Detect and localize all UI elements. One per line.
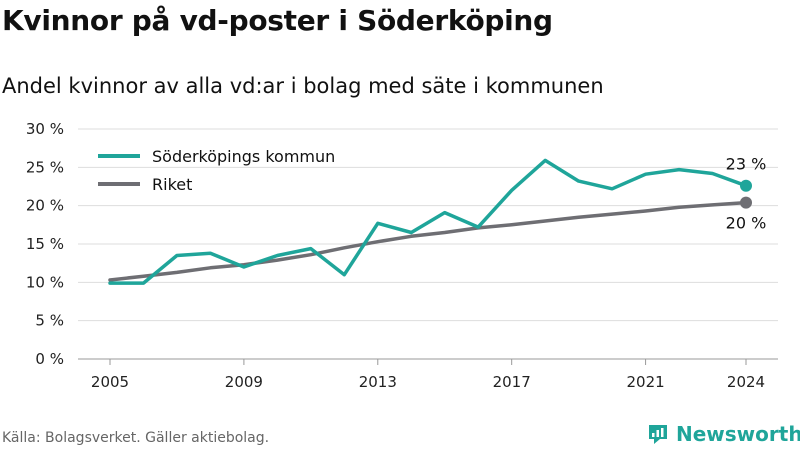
- brand-name: Newsworthy: [676, 422, 800, 446]
- y-tick-label: 20 %: [26, 197, 64, 215]
- y-tick-label: 0 %: [35, 350, 64, 368]
- x-tick-label: 2009: [225, 373, 263, 391]
- x-tick-label: 2017: [493, 373, 531, 391]
- y-tick-label: 10 %: [26, 273, 64, 291]
- x-tick-label: 2013: [359, 373, 397, 391]
- chart-subtitle: Andel kvinnor av alla vd:ar i bolag med …: [2, 74, 604, 98]
- series-line-0: [108, 158, 748, 285]
- x-tick-label: 2021: [626, 373, 664, 391]
- end-label-soderkoping: 23 %: [726, 155, 767, 174]
- x-tick-label: 2024: [727, 373, 765, 391]
- end-point-0: [740, 179, 752, 192]
- y-tick-label: 15 %: [26, 235, 64, 253]
- y-tick-label: 5 %: [35, 312, 64, 330]
- brand-logo: Newsworthy: [646, 421, 800, 447]
- chart-title: Kvinnor på vd-poster i Söderköping: [2, 4, 553, 37]
- x-tick-label: 2005: [91, 373, 129, 391]
- legend-label-1: Riket: [152, 175, 192, 194]
- newsworthy-logo-icon: [649, 425, 667, 444]
- source-note: Källa: Bolagsverket. Gäller aktiebolag.: [2, 430, 270, 446]
- series-line-1: [108, 200, 748, 282]
- end-point-1: [740, 196, 752, 209]
- end-label-riket: 20 %: [726, 214, 767, 233]
- line-chart: 0 % 5 % 10 % 15 % 20 % 25 % 30 % 2005 2009 2013 20…: [26, 120, 778, 391]
- y-tick-label: 30 %: [26, 120, 64, 138]
- legend-label-0: Söderköpings kommun: [152, 147, 335, 166]
- y-tick-label: 25 %: [26, 158, 64, 176]
